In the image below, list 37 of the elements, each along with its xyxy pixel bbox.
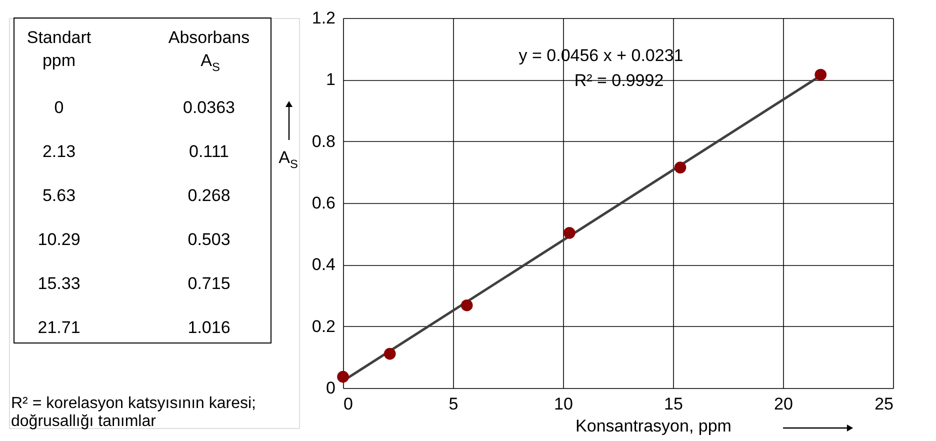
point: [337, 370, 349, 383]
text: 21.71: [38, 318, 80, 337]
text: 2.13: [42, 142, 76, 161]
text: 0.111: [188, 142, 230, 161]
y-tick-label: 0: [326, 378, 336, 398]
text: doğrusallığı tanımlar: [11, 413, 157, 430]
x-tick-label: 5: [448, 394, 458, 414]
text: 0.503: [188, 230, 230, 249]
text: 10.29: [38, 230, 80, 249]
point: [563, 227, 576, 239]
y-tick-label: 0.4: [312, 255, 336, 274]
point: [674, 162, 686, 174]
point: [384, 348, 396, 360]
x-tick-label: 10: [554, 394, 573, 414]
x-tick-label: 25: [874, 394, 894, 414]
text: 5.63: [42, 186, 76, 205]
point: [814, 68, 827, 81]
x-axis-title: Konsantrasyon, ppm: [576, 416, 732, 436]
y-tick-label: 0.2: [312, 316, 336, 336]
point: [460, 299, 473, 312]
x-tick-label: 20: [774, 394, 793, 414]
text: 0.715: [188, 274, 230, 293]
text: 0.268: [188, 186, 230, 205]
text: Absorbans: [168, 28, 250, 47]
y-tick-label: 0.8: [312, 132, 336, 151]
text: ppm: [42, 51, 76, 70]
x-tick-label: 15: [664, 394, 683, 414]
x-tick-label: 0: [344, 394, 353, 414]
text: 0: [54, 98, 64, 117]
y-tick-label: 0.6: [312, 194, 336, 212]
y-tick-label: 1.2: [312, 8, 336, 28]
text: Standart: [26, 28, 92, 47]
text: R² = korelasyon katsyısının karesi;: [11, 395, 256, 412]
text: 15.33: [38, 274, 80, 293]
text: 1.016: [188, 318, 230, 337]
y-tick-label: 1: [326, 70, 336, 90]
text: 0.0363: [183, 98, 235, 117]
